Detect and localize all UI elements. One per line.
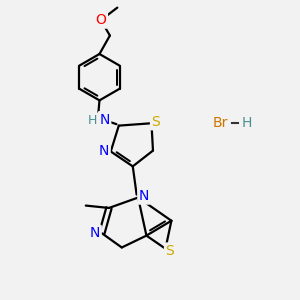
Text: O: O bbox=[95, 13, 106, 27]
Text: N: N bbox=[99, 113, 110, 127]
Text: N: N bbox=[139, 189, 149, 203]
Text: N: N bbox=[90, 226, 100, 240]
Text: S: S bbox=[166, 244, 174, 258]
Text: H: H bbox=[87, 114, 97, 127]
Text: N: N bbox=[99, 145, 109, 158]
Text: S: S bbox=[152, 115, 160, 129]
Text: H: H bbox=[242, 116, 252, 130]
Text: Br: Br bbox=[212, 116, 227, 130]
